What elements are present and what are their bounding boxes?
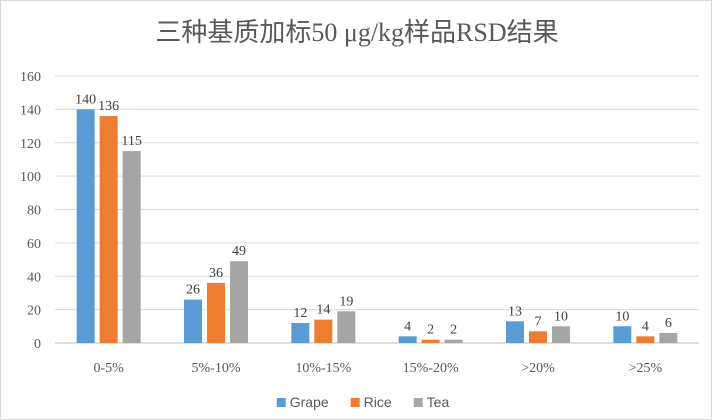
y-tick-label: 40 [27, 270, 41, 285]
legend-swatch [413, 398, 423, 407]
chart-title: 三种基质加标50 μg/kg样品RSD结果 [155, 18, 558, 47]
data-label-rice: 7 [535, 314, 542, 329]
bar-rice [421, 339, 440, 343]
gridlines [55, 75, 699, 344]
x-tick-label: 15%-20% [403, 361, 459, 376]
data-label-tea: 115 [121, 134, 141, 149]
data-label-grape: 13 [508, 304, 522, 319]
data-label-tea: 2 [450, 323, 457, 338]
data-label-grape: 12 [293, 306, 307, 321]
bar-grape [184, 299, 202, 343]
legend-item-tea: Tea [413, 394, 450, 410]
x-axis: 0-5% 5%-10% 10%-15% 15%-20% >20% >25% [94, 361, 663, 376]
y-tick-label: 140 [20, 103, 41, 118]
bar-grape [291, 322, 310, 343]
bar-tea [659, 332, 678, 343]
legend-swatch [350, 398, 360, 407]
y-tick-label: 100 [20, 170, 41, 185]
bar-tea [444, 339, 463, 343]
bar-rice [207, 282, 225, 343]
data-label-grape: 4 [404, 319, 411, 334]
data-label-rice: 14 [316, 303, 330, 318]
bar-rice [99, 116, 118, 343]
y-tick-label: 0 [34, 337, 41, 352]
data-label-grape: 10 [615, 309, 629, 324]
bar-grape [506, 321, 524, 343]
y-tick-label: 120 [20, 137, 41, 152]
data-label-rice: 4 [642, 319, 649, 334]
data-label-tea: 6 [665, 316, 672, 331]
legend-label: Tea [427, 394, 450, 410]
bar-rice [529, 331, 547, 343]
bar-grape [613, 326, 632, 343]
legend-label: Rice [364, 394, 392, 410]
x-tick-label: 10%-15% [295, 361, 351, 376]
data-labels: 140 136 115 26 36 49 12 14 19 4 2 2 13 7 10 10 4 6 [75, 92, 672, 337]
legend-swatch [276, 398, 286, 407]
x-tick-label: 0-5% [94, 361, 125, 376]
data-label-rice: 36 [209, 266, 223, 281]
data-label-tea: 49 [232, 244, 246, 259]
bar-series-group [76, 109, 678, 343]
bar-tea [337, 311, 356, 343]
y-tick-label: 60 [27, 237, 41, 252]
x-tick-label: 5%-10% [192, 361, 241, 376]
bar-tea [230, 261, 248, 343]
legend: Grape Rice Tea [276, 394, 450, 410]
data-label-grape: 26 [186, 283, 200, 298]
y-tick-label: 160 [20, 70, 41, 85]
bar-rice [636, 336, 655, 343]
bar-tea [552, 326, 570, 343]
x-tick-label: >25% [629, 361, 663, 376]
legend-label: Grape [290, 394, 329, 410]
legend-item-grape: Grape [276, 394, 329, 410]
data-label-tea: 10 [554, 309, 568, 324]
data-label-rice: 136 [98, 99, 119, 114]
data-label-rice: 2 [427, 323, 434, 338]
y-tick-label: 20 [27, 304, 41, 319]
y-tick-label: 80 [27, 204, 41, 219]
data-label-tea: 19 [339, 294, 353, 309]
legend-item-rice: Rice [350, 394, 392, 410]
x-tick-label: >20% [521, 361, 555, 376]
bar-tea [122, 151, 141, 343]
y-axis: 0 20 40 60 80 100 120 140 160 [20, 70, 41, 352]
bar-grape [398, 336, 417, 343]
bar-grape [76, 109, 95, 343]
data-label-grape: 140 [75, 92, 96, 107]
bar-rice [314, 319, 333, 343]
